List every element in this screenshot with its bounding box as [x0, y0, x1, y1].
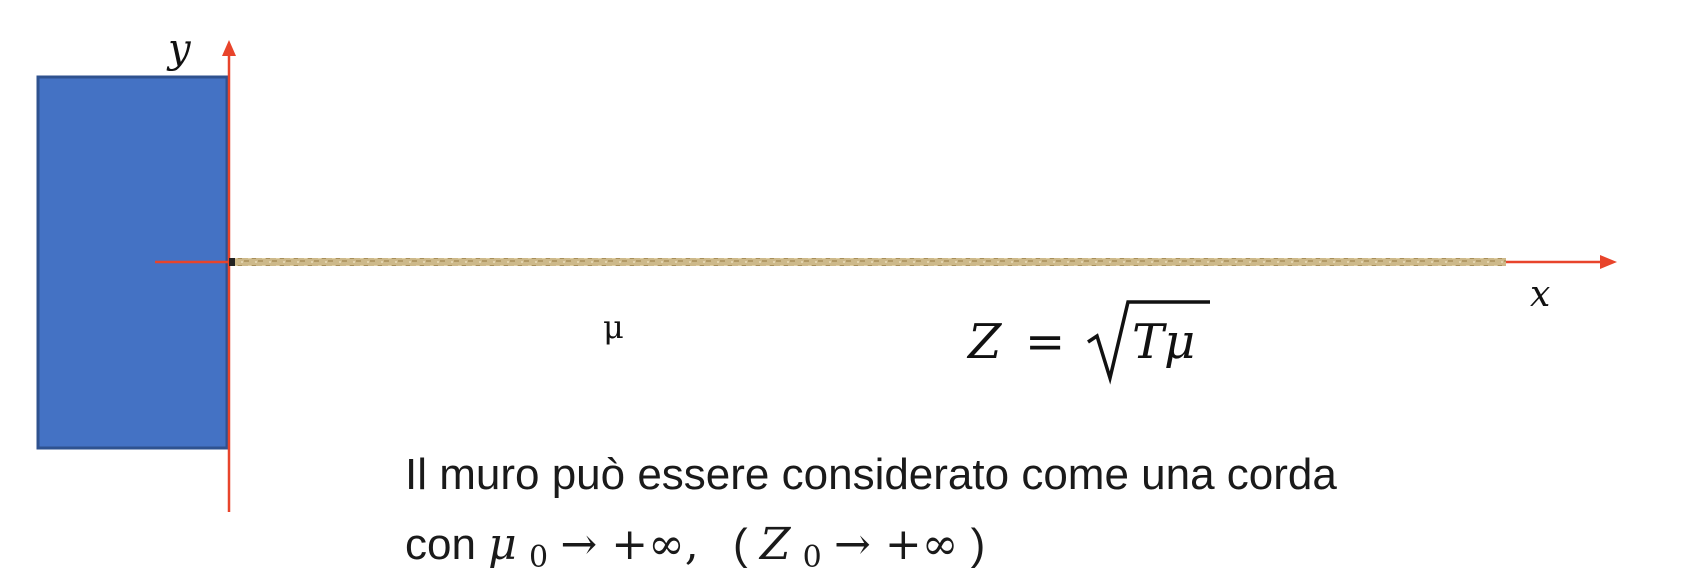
x-axis-label: x — [1530, 274, 1550, 315]
caption-paren-open: ( — [733, 520, 748, 569]
string-anchor — [229, 258, 235, 266]
caption-paren-close: ) — [971, 520, 986, 569]
impedance-radicand: Tμ — [1132, 314, 1195, 370]
caption-z-limit: → +∞ — [834, 519, 958, 570]
caption-mu-subscript: 0 — [529, 540, 548, 575]
impedance-formula: Z = Tμ — [966, 300, 1210, 385]
caption-mu-symbol: μ — [488, 519, 517, 570]
caption-mu-limit: → +∞, — [560, 519, 698, 570]
y-axis-label: y — [166, 26, 192, 72]
caption-z-subscript: 0 — [803, 540, 822, 575]
y-axis-arrowhead — [222, 40, 236, 56]
caption-line-1: Il muro può essere considerato come una … — [405, 450, 1337, 499]
sqrt-radical-sign — [1087, 300, 1210, 385]
string-rope — [232, 258, 1506, 266]
caption-line-2: con μ 0 → +∞, ( Z 0 → +∞ ) — [405, 519, 985, 577]
caption-line-2-prefix: con — [405, 520, 488, 569]
caption-z-symbol: Z — [758, 519, 792, 570]
string-density-label: μ — [603, 308, 624, 346]
impedance-lhs: Z — [966, 314, 1003, 370]
impedance-equals: = — [1025, 314, 1065, 370]
x-axis-arrowhead — [1600, 255, 1617, 269]
